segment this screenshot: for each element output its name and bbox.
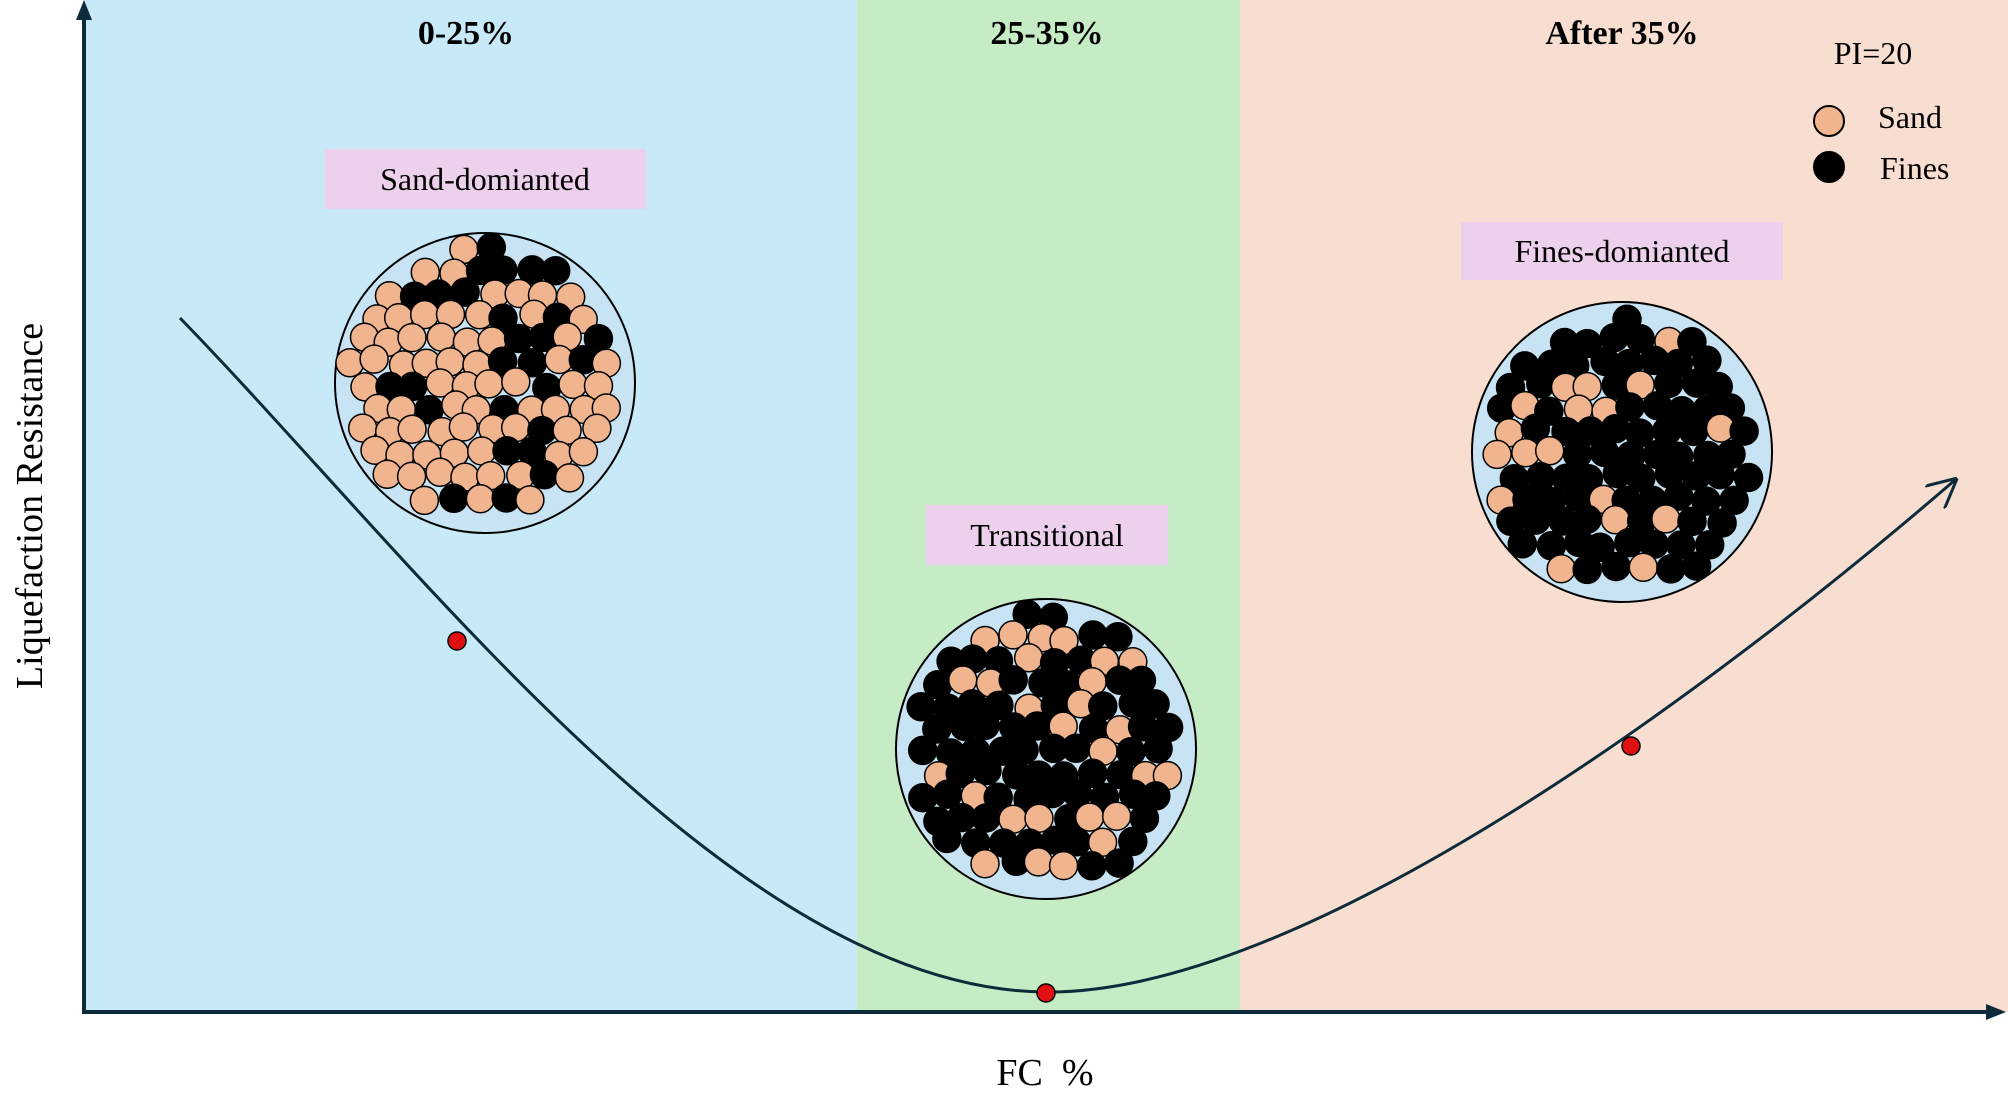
fines-particle bbox=[529, 459, 560, 490]
axes bbox=[76, 0, 2006, 1020]
fines-particle bbox=[907, 735, 938, 766]
fines-particle bbox=[1104, 848, 1134, 878]
sand-particle bbox=[1101, 801, 1132, 831]
fines-particle bbox=[1061, 733, 1091, 764]
fines-particle bbox=[439, 483, 469, 514]
tag-fines-dominated: Fines-domianted bbox=[1461, 222, 1783, 280]
sand-particle bbox=[335, 348, 365, 378]
sand-particle bbox=[396, 461, 427, 492]
tag-transitional: Transitional bbox=[926, 505, 1168, 565]
fines-particle bbox=[1140, 689, 1170, 719]
y-axis-label: Liquefaction Resistance bbox=[9, 323, 51, 689]
tag-transitional-label: Transitional bbox=[970, 517, 1124, 553]
legend-sand-label: Sand bbox=[1878, 99, 1942, 135]
fines-particle bbox=[1625, 324, 1655, 354]
fines-particle bbox=[487, 346, 518, 377]
fines-particle bbox=[1729, 416, 1759, 446]
sand-particle bbox=[1048, 850, 1079, 881]
sand-particle bbox=[466, 436, 497, 466]
x-axis-arrowhead bbox=[1986, 1004, 2006, 1020]
tag-fines-dominated-label: Fines-domianted bbox=[1514, 233, 1729, 269]
fines-particle bbox=[1677, 506, 1707, 537]
sand-particle bbox=[501, 367, 531, 397]
curve-marker-fines-dominated bbox=[1621, 736, 1641, 756]
zone-title-25-35: 25-35% bbox=[990, 15, 1103, 52]
fines-particle bbox=[1507, 529, 1538, 559]
legend: PI=20 Sand Fines bbox=[1813, 35, 1949, 186]
legend-fines-marker bbox=[1813, 151, 1845, 183]
fines-particle bbox=[970, 710, 1000, 741]
fines-particle bbox=[972, 755, 1002, 786]
fines-particle bbox=[1705, 459, 1735, 490]
fines-particle bbox=[1719, 485, 1749, 516]
fines-particle bbox=[1572, 554, 1602, 585]
fines-particle bbox=[1733, 462, 1764, 493]
sand-particle bbox=[397, 414, 427, 444]
sample-fines-dominated bbox=[1471, 301, 1773, 603]
sand-particle bbox=[998, 620, 1028, 650]
sand-particle bbox=[558, 369, 588, 400]
fines-particle bbox=[932, 823, 962, 854]
sand-particle bbox=[465, 483, 496, 514]
sand-particle bbox=[425, 457, 455, 488]
sand-particle bbox=[1534, 436, 1565, 466]
fines-particle bbox=[450, 277, 480, 307]
fines-particle bbox=[1694, 530, 1725, 560]
sand-particle bbox=[359, 344, 389, 374]
sand-particle bbox=[515, 485, 545, 515]
zone-title-0-25: 0-25% bbox=[418, 15, 514, 52]
sand-particle bbox=[582, 413, 612, 444]
sand-particle bbox=[397, 322, 427, 353]
fines-particle bbox=[540, 255, 571, 286]
legend-title: PI=20 bbox=[1834, 35, 1913, 71]
fines-particle bbox=[1585, 532, 1615, 562]
sand-particle bbox=[1546, 553, 1576, 584]
x-axis-label: FC % bbox=[996, 1052, 1093, 1094]
legend-fines-label: Fines bbox=[1880, 150, 1949, 186]
fines-particle bbox=[1678, 416, 1709, 447]
sand-particle bbox=[568, 437, 599, 467]
fines-particle bbox=[1009, 735, 1039, 765]
fines-particle bbox=[1118, 826, 1148, 857]
sample-transitional bbox=[895, 598, 1197, 900]
fines-particle bbox=[908, 782, 938, 813]
curve-marker-minimum bbox=[1036, 983, 1056, 1003]
sand-particle bbox=[426, 322, 457, 352]
fines-particle bbox=[971, 803, 1001, 833]
sand-particle bbox=[1482, 439, 1512, 470]
sand-particle bbox=[448, 412, 479, 442]
fines-particle bbox=[1078, 620, 1108, 650]
fines-particle bbox=[1077, 851, 1107, 881]
sand-particle bbox=[1628, 552, 1659, 583]
fines-particle bbox=[1642, 390, 1673, 421]
fines-particle bbox=[1037, 778, 1067, 809]
zone-title-after-35: After 35% bbox=[1545, 15, 1698, 52]
sand-particle bbox=[970, 848, 1000, 879]
fines-particle bbox=[1601, 551, 1631, 582]
sand-particle bbox=[409, 485, 440, 516]
fines-particle bbox=[1103, 621, 1133, 652]
curve-marker-sand-dominated bbox=[447, 631, 467, 651]
sample-sand-dominated bbox=[334, 232, 636, 534]
fines-particle bbox=[492, 436, 522, 466]
sand-particle bbox=[372, 459, 402, 490]
fines-particle bbox=[1681, 551, 1712, 581]
fines-particle bbox=[1143, 733, 1173, 764]
sand-particle bbox=[1651, 504, 1681, 534]
fines-particle bbox=[1656, 554, 1686, 584]
sand-particle bbox=[474, 369, 504, 399]
sand-particle bbox=[554, 463, 585, 493]
legend-sand-marker bbox=[1813, 105, 1845, 137]
tag-sand-dominated-label: Sand-domianted bbox=[380, 161, 590, 197]
fines-particle bbox=[998, 665, 1028, 695]
y-axis-arrowhead bbox=[76, 0, 92, 20]
sand-particle bbox=[1023, 847, 1054, 877]
tag-sand-dominated: Sand-domianted bbox=[325, 149, 646, 209]
sand-particle bbox=[1074, 802, 1105, 832]
